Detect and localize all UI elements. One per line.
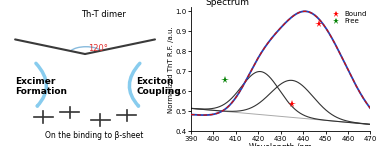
Text: Exciton: Exciton xyxy=(136,77,174,86)
FancyArrowPatch shape xyxy=(129,63,140,106)
Legend: Bound, Free: Bound, Free xyxy=(328,11,367,25)
Text: Excimer: Excimer xyxy=(15,77,56,86)
Text: Th-T Excitation
Spectrum: Th-T Excitation Spectrum xyxy=(205,0,272,7)
Y-axis label: Normalized ThT R.F. /a.u.: Normalized ThT R.F. /a.u. xyxy=(168,26,174,113)
Text: Th-T dimer: Th-T dimer xyxy=(82,10,126,19)
Text: Coupling: Coupling xyxy=(136,87,181,97)
Text: Formation: Formation xyxy=(15,87,67,97)
Text: On the binding to β-sheet: On the binding to β-sheet xyxy=(45,131,144,140)
Text: 120°: 120° xyxy=(88,44,108,53)
FancyArrowPatch shape xyxy=(36,63,46,106)
X-axis label: Wavelength /nm: Wavelength /nm xyxy=(249,143,312,146)
